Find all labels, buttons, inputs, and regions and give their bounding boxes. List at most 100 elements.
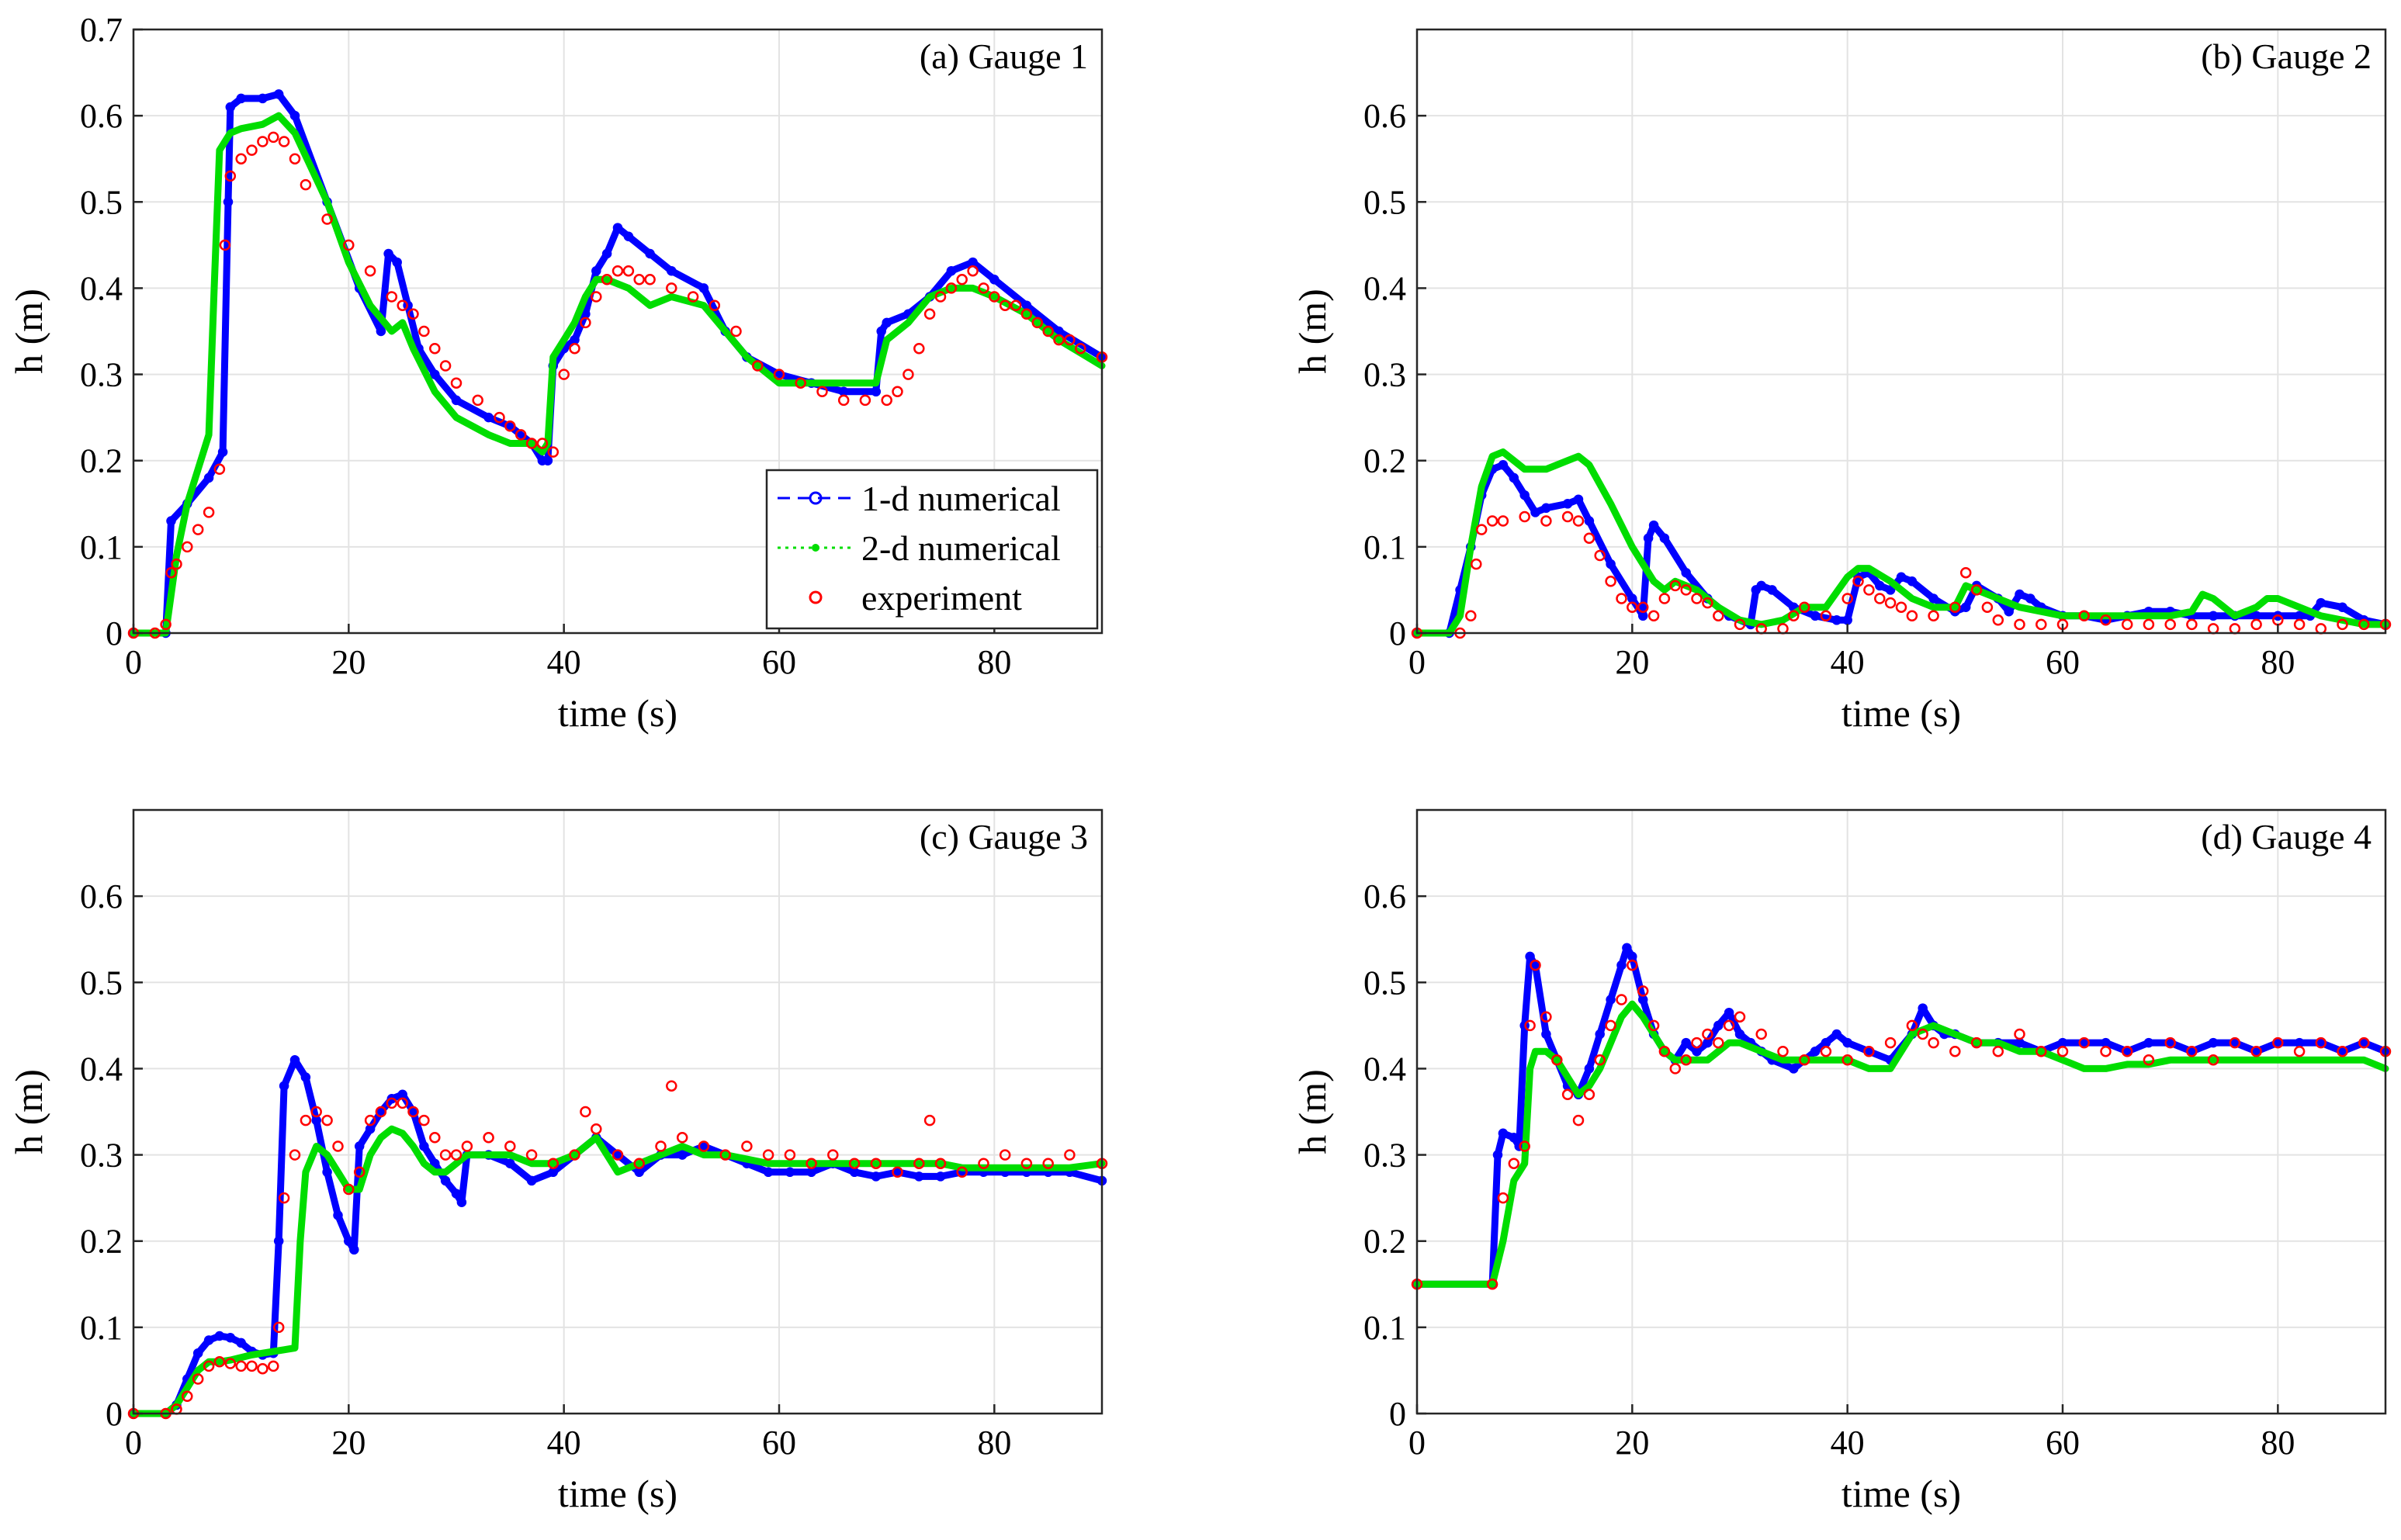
data-point [375, 1106, 387, 1118]
y-tick-label: 0.5 [1363, 183, 1406, 221]
data-point [1658, 1045, 1671, 1057]
data-point [1866, 565, 1873, 572]
data-point [785, 1167, 795, 1178]
data-point [633, 1158, 645, 1169]
data-point [2014, 618, 2025, 631]
data-point [483, 1132, 494, 1144]
data-point [743, 1156, 750, 1163]
data-point [224, 170, 237, 182]
data-point [1543, 1048, 1550, 1055]
data-point [1606, 995, 1616, 1005]
plot-area [1417, 29, 2385, 633]
data-point [646, 302, 653, 309]
data-point [313, 1143, 320, 1150]
y-tick-label: 0.5 [80, 964, 123, 1002]
data-point [324, 199, 331, 206]
data-point [582, 293, 589, 300]
data-point [677, 1150, 688, 1160]
data-point [431, 1168, 438, 1175]
data-point [2339, 1057, 2346, 1064]
data-point [1465, 610, 1477, 622]
data-point [1884, 1036, 1897, 1049]
x-tick-label: 60 [2046, 1424, 2080, 1462]
data-point [937, 1160, 944, 1167]
data-point [1575, 453, 1582, 460]
data-point [1994, 1040, 2001, 1047]
y-tick-label: 0 [1389, 614, 1406, 652]
data-point [923, 308, 936, 320]
data-point [407, 1106, 419, 1118]
data-point [622, 265, 635, 277]
data-point [645, 248, 655, 259]
legend-marker [809, 590, 823, 604]
data-point [666, 282, 677, 294]
series-2-d-numerical [1413, 1000, 2389, 1288]
data-point [1885, 585, 1896, 595]
data-point [881, 394, 892, 407]
x-tick-label: 40 [1831, 643, 1865, 681]
data-point [2317, 612, 2324, 619]
axes-frame [132, 28, 1103, 635]
series-experiment [127, 131, 1108, 639]
data-point [248, 1351, 255, 1358]
data-point [1930, 604, 1937, 611]
data-point [883, 337, 890, 344]
legend-marker [812, 544, 819, 552]
data-point [2207, 1054, 2219, 1066]
data-point [442, 1168, 449, 1175]
data-point [668, 293, 675, 300]
data-point [1960, 602, 1971, 612]
data-point [808, 1160, 815, 1167]
data-point [580, 1106, 591, 1118]
data-point [876, 326, 886, 337]
x-tick-label: 20 [1615, 643, 1649, 681]
data-point [1952, 604, 1959, 611]
data-point [1575, 1091, 1582, 1098]
data-point [1680, 1054, 1692, 1066]
data-point [1669, 1063, 1682, 1075]
data-point [1952, 1031, 1959, 1037]
data-point [1704, 1057, 1711, 1064]
data-point [948, 285, 955, 292]
data-point [1489, 1281, 1496, 1288]
data-point [1907, 576, 1918, 587]
x-axis-label: time (s) [558, 691, 677, 735]
data-point [2035, 618, 2047, 631]
data-point [1551, 1054, 1563, 1066]
data-point [403, 300, 413, 310]
data-point [1629, 543, 1636, 550]
data-point [666, 1080, 677, 1092]
data-point [219, 239, 231, 251]
y-tick-label: 0.3 [1363, 356, 1406, 394]
data-point [1973, 587, 1980, 594]
data-point [2143, 1054, 2155, 1066]
data-point [259, 121, 266, 128]
data-point [213, 1356, 226, 1368]
data-point [182, 1390, 193, 1403]
data-point [2038, 608, 2045, 615]
legend-entry: 2-d numerical [778, 528, 1061, 568]
data-point [946, 265, 957, 276]
data-point [1471, 558, 1482, 570]
data-point [1607, 1040, 1614, 1047]
data-point [923, 1114, 936, 1126]
data-point [601, 274, 613, 286]
data-point [1647, 610, 1660, 622]
data-point [872, 1160, 879, 1167]
data-point [206, 431, 213, 438]
x-tick-label: 0 [125, 1424, 142, 1462]
legend: 1-d numerical 2-d numerical experiment [765, 469, 1099, 630]
data-point [386, 1094, 397, 1104]
data-point [1521, 465, 1528, 472]
x-tick-label: 40 [547, 1424, 581, 1462]
data-point [1908, 595, 1915, 602]
data-point [1949, 601, 1961, 613]
data-point [216, 1358, 223, 1365]
data-point [1585, 1082, 1592, 1089]
data-point [349, 1244, 359, 1255]
data-point [376, 326, 386, 337]
data-point [1596, 1065, 1603, 1072]
data-point [871, 1171, 882, 1182]
data-point [213, 463, 226, 476]
chart-panel-1: 0 20 40 60 80 0 0.1 0.2 0.3 0.4 0.5 0.6 0.7 time (s) h… [7, 11, 1108, 735]
